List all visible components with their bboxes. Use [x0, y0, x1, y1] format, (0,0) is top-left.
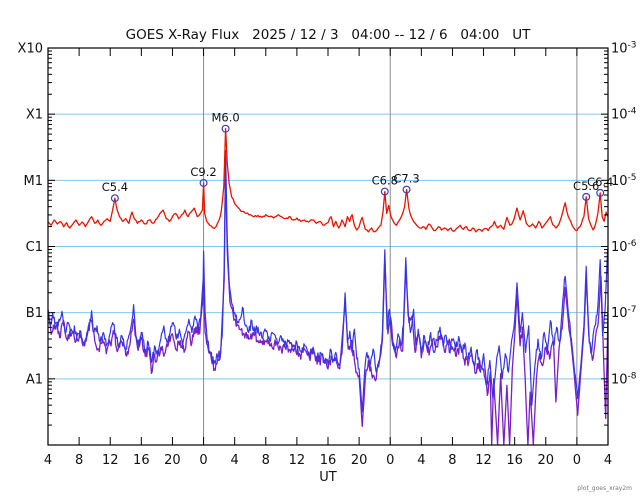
flare-marker-C6.8 — [380, 187, 389, 196]
y-right-label-1e-8: 10-8 — [611, 371, 637, 387]
x-tick-label: 16 — [506, 453, 523, 468]
x-tick-label: 20 — [351, 453, 368, 468]
x-tick-label: 4 — [417, 453, 425, 468]
x-axis-unit-label: UT — [319, 470, 337, 485]
flare-label-C6.8: C6.8 — [372, 174, 398, 188]
x-tick-label: 0 — [573, 453, 581, 468]
y-right-label-1e-6: 10-6 — [611, 239, 637, 255]
x-tick-label: 0 — [386, 453, 394, 468]
x-tick-label: 16 — [320, 453, 337, 468]
y-right-label-1e-3: 10-3 — [611, 41, 637, 57]
flare-label-C9.2: C9.2 — [190, 165, 216, 179]
x-tick-label: 12 — [289, 453, 306, 468]
x-tick-label: 8 — [262, 453, 270, 468]
x-tick-label: 20 — [538, 453, 555, 468]
y-left-label-A1: A1 — [26, 372, 43, 387]
x-tick-label: 8 — [75, 453, 83, 468]
purple-flux-line — [48, 165, 608, 445]
flare-marker-C9.2 — [199, 178, 208, 187]
x-tick-label: 4 — [231, 453, 239, 468]
x-tick-label: 4 — [604, 453, 612, 468]
y-left-label-B1: B1 — [26, 306, 43, 321]
y-right-label-1e-7: 10-7 — [611, 305, 637, 321]
flare-label-C5.4: C5.4 — [102, 180, 128, 194]
y-left-label-X1: X1 — [26, 108, 43, 123]
flare-marker-C7.3 — [402, 185, 411, 194]
red-flux-line — [48, 128, 608, 233]
x-tick-label: 8 — [448, 453, 456, 468]
x-tick-label: 0 — [199, 453, 207, 468]
y-left-label-C1: C1 — [26, 240, 43, 255]
flare-label-M6.0: M6.0 — [211, 111, 239, 125]
series-group — [48, 128, 608, 445]
flare-label-C6.4: C6.4 — [587, 175, 613, 189]
x-tick-label: 12 — [475, 453, 492, 468]
x-tick-label: 12 — [102, 453, 119, 468]
flare-label-C5.6: C5.6 — [573, 179, 599, 193]
flare-marker-C6.4 — [596, 188, 605, 197]
blue-flux-line — [48, 150, 608, 413]
x-tick-label: 20 — [164, 453, 181, 468]
y-left-label-X10: X10 — [18, 42, 43, 57]
y-right-label-1e-4: 10-4 — [611, 107, 637, 123]
x-tick-label: 16 — [133, 453, 150, 468]
y-right-label-1e-5: 10-5 — [611, 173, 637, 189]
flare-marker-M6.0 — [221, 124, 230, 133]
flare-marker-C5.4 — [110, 194, 119, 203]
x-tick-label: 4 — [44, 453, 52, 468]
y-left-label-M1: M1 — [24, 174, 44, 189]
plot-watermark: plot_goes_xray2m — [577, 485, 632, 492]
flare-marker-C5.6 — [582, 192, 591, 201]
flare-label-C7.3: C7.3 — [393, 172, 419, 186]
chart-title: GOES X-Ray Flux 2025 / 12 / 3 04:00 -- 1… — [125, 27, 531, 43]
